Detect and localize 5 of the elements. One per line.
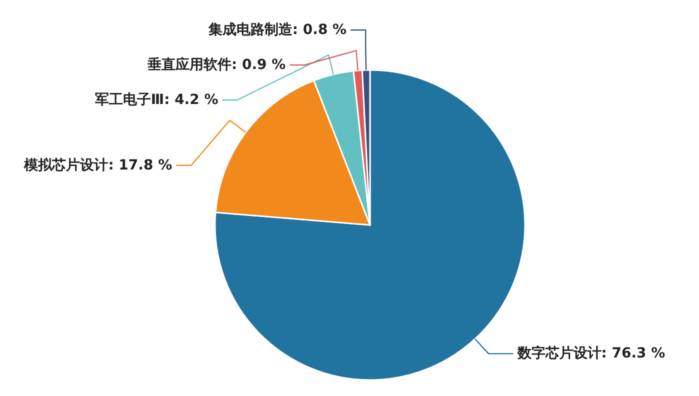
slice-label: 数字芯片设计: 76.3 %: [516, 344, 666, 362]
slice-label: 集成电路制造: 0.8 %: [207, 22, 347, 38]
slice-label: 垂直应用软件: 0.9 %: [146, 56, 286, 73]
slice-label: 军工电子Ⅲ: 4.2 %: [94, 92, 218, 108]
slice-label: 模拟芯片设计: 17.8 %: [23, 156, 172, 174]
